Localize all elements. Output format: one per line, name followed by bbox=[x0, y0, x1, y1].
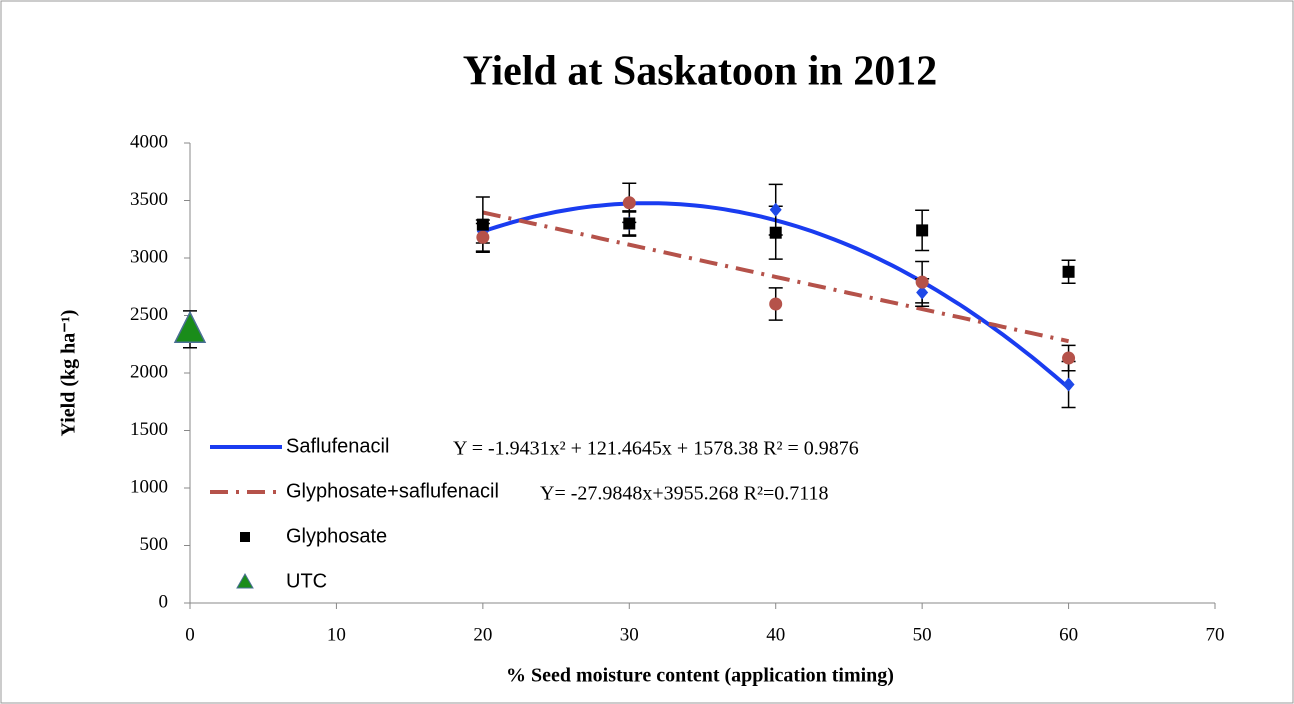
circle-marker bbox=[622, 196, 636, 210]
legend-label: Saflufenacil bbox=[286, 435, 389, 457]
legend-swatch bbox=[236, 572, 254, 589]
circle-marker bbox=[915, 275, 929, 289]
x-tick-label: 50 bbox=[913, 624, 932, 645]
square-marker bbox=[623, 217, 636, 230]
trendline-equation: Y= -27.9848x+3955.268 R²=0.7118 bbox=[540, 483, 829, 505]
x-tick-label: 20 bbox=[473, 624, 492, 645]
y-axis-title: Yield (kg ha⁻¹) bbox=[58, 310, 80, 437]
square-marker bbox=[476, 218, 489, 231]
circle-marker bbox=[1062, 351, 1076, 365]
x-tick-label: 30 bbox=[620, 624, 639, 645]
triangle-marker bbox=[173, 310, 207, 344]
x-tick-label: 40 bbox=[766, 624, 785, 645]
legend-label: Glyphosate bbox=[286, 525, 387, 547]
trendline-equation: Y = -1.9431x² + 121.4645x + 1578.38 R² =… bbox=[453, 438, 859, 460]
x-tick-label: 0 bbox=[185, 624, 195, 645]
circle-marker bbox=[769, 297, 783, 311]
x-tick-label: 10 bbox=[327, 624, 346, 645]
y-tick-label: 0 bbox=[159, 591, 169, 612]
y-tick-label: 2500 bbox=[130, 304, 168, 325]
y-tick-label: 1500 bbox=[130, 419, 168, 440]
diamond-marker bbox=[769, 202, 782, 217]
legend-swatch bbox=[240, 532, 250, 542]
x-axis-title: % Seed moisture content (application tim… bbox=[506, 665, 894, 687]
legend-label: UTC bbox=[286, 570, 327, 592]
y-tick-label: 2000 bbox=[130, 361, 168, 382]
circle-marker bbox=[476, 230, 490, 244]
y-tick-label: 3000 bbox=[130, 246, 168, 267]
chart-title: Yield at Saskatoon in 2012 bbox=[463, 49, 938, 95]
y-tick-label: 500 bbox=[140, 534, 169, 555]
x-tick-label: 70 bbox=[1206, 624, 1225, 645]
square-marker bbox=[769, 226, 782, 239]
x-tick-label: 60 bbox=[1059, 624, 1078, 645]
square-marker bbox=[1062, 265, 1075, 278]
y-tick-label: 1000 bbox=[130, 476, 168, 497]
y-tick-label: 3500 bbox=[130, 189, 168, 210]
diamond-marker bbox=[1062, 377, 1075, 392]
legend-label: Glyphosate+saflufenacil bbox=[286, 480, 499, 502]
square-marker bbox=[916, 224, 929, 237]
trendline bbox=[482, 210, 1070, 344]
diamond-marker bbox=[916, 285, 929, 300]
y-tick-label: 4000 bbox=[130, 131, 168, 152]
